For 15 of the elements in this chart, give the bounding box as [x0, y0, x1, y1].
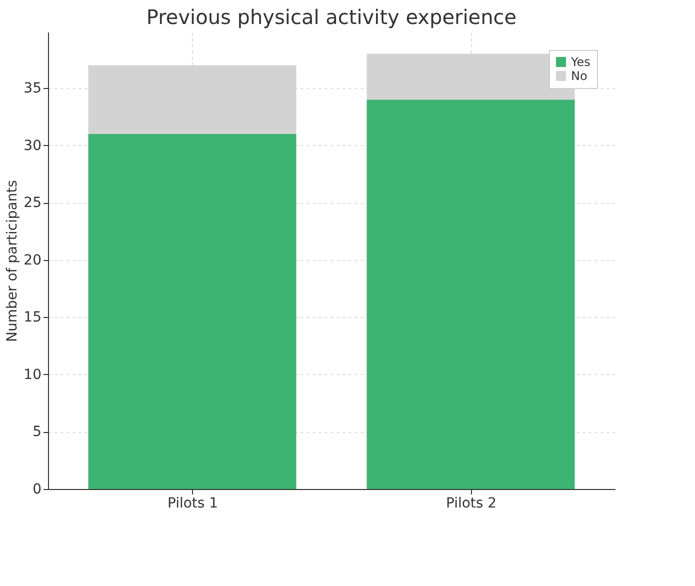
x-tick-label: Pilots 2	[446, 496, 497, 512]
y-axis-title: Number of participants	[4, 180, 21, 342]
y-tick-label: 30	[24, 138, 42, 154]
chart-title: Previous physical activity experience	[146, 5, 517, 29]
y-tick-label: 20	[24, 252, 42, 268]
legend-label: Yes	[570, 55, 590, 69]
y-tick-label: 10	[24, 366, 42, 383]
x-tick-label: Pilots 1	[167, 496, 218, 512]
y-tick-label: 35	[24, 80, 42, 97]
legend-label: No	[571, 69, 588, 83]
y-tick-label: 15	[24, 310, 42, 326]
y-tick-label: 25	[24, 195, 42, 212]
bar	[88, 134, 296, 489]
y-tick-label: 0	[32, 482, 42, 498]
y-tick-label: 5	[32, 424, 42, 440]
